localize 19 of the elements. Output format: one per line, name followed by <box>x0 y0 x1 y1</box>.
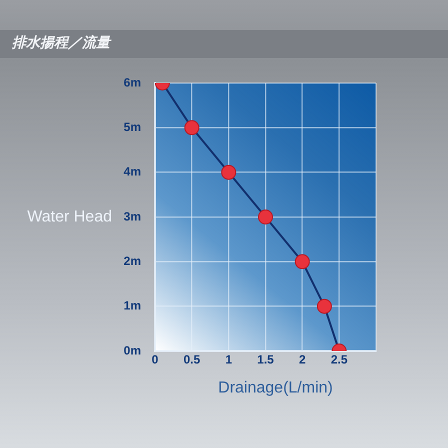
y-tick-label: 6m <box>124 75 141 90</box>
x-tick-label: 2 <box>298 352 306 367</box>
y-tick-label: 1m <box>124 298 141 313</box>
point <box>221 164 236 180</box>
chart-title: 排水揚程／流量 <box>12 34 110 52</box>
y-tick-label: 0m <box>124 343 141 358</box>
x-tick-label: 0 <box>152 352 159 367</box>
y-tick-label: 4m <box>124 164 141 179</box>
point <box>258 210 273 224</box>
x-tick-label: 2.5 <box>330 352 348 367</box>
point <box>294 254 310 270</box>
y-axis-title: Water Head <box>27 208 112 226</box>
x-tick-label: 1.5 <box>257 352 274 367</box>
x-axis-title: Drainage(L/min) <box>218 379 333 396</box>
x-tick-label: 1 <box>225 352 232 367</box>
y-tick-label: 2m <box>124 254 141 268</box>
y-tick-label: 3m <box>124 209 141 224</box>
y-tick-label: 5m <box>124 120 141 134</box>
x-tick-label: 0.5 <box>183 352 200 367</box>
